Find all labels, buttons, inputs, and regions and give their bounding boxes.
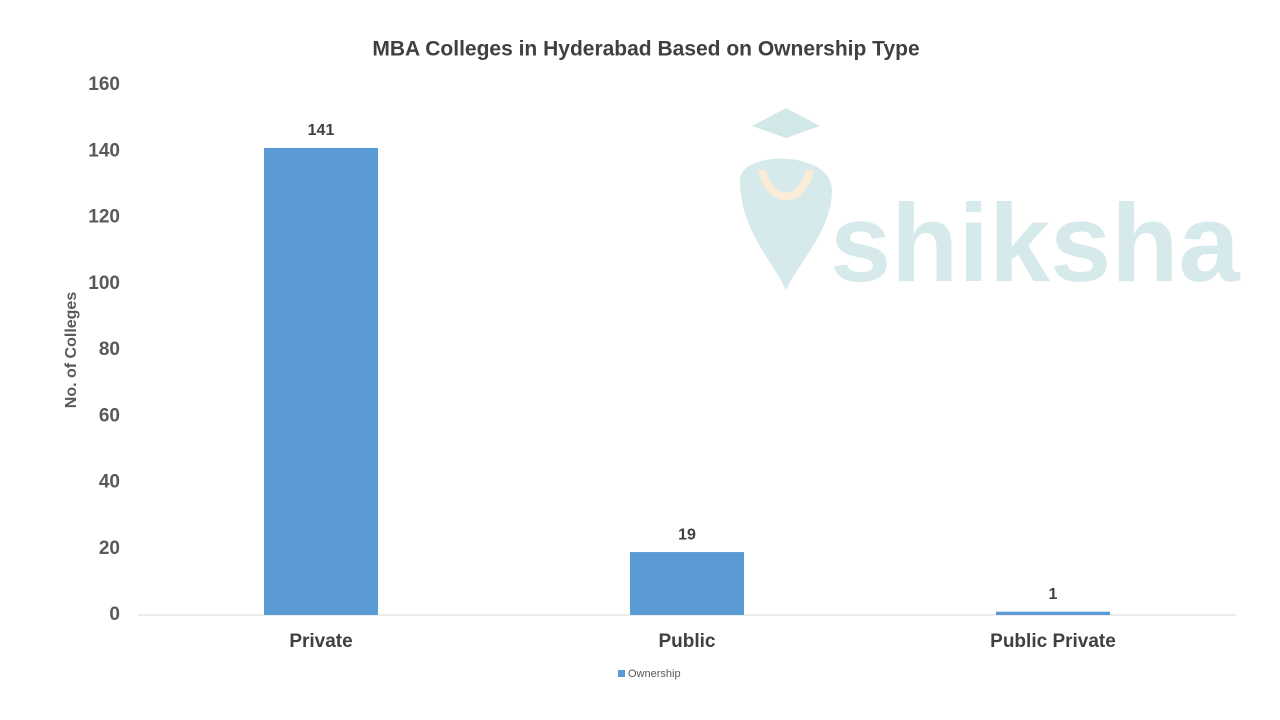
data-label: 141: [308, 122, 335, 139]
watermark-text: shiksha: [830, 182, 1240, 305]
y-tick-label: 80: [99, 339, 120, 360]
y-tick-label: 120: [88, 207, 120, 228]
y-tick-label: 20: [99, 538, 120, 559]
y-axis-label: No. of Colleges: [63, 292, 80, 409]
y-tick-label: 140: [88, 140, 120, 161]
y-tick-label: 0: [109, 604, 120, 625]
x-tick-label: Private: [289, 631, 352, 652]
x-tick-label: Public Private: [990, 631, 1116, 652]
data-label: 1: [1049, 586, 1058, 603]
chart-title: MBA Colleges in Hyderabad Based on Owner…: [372, 38, 919, 61]
y-tick-label: 100: [88, 273, 120, 294]
y-tick-label: 40: [99, 472, 120, 493]
bar: [264, 147, 378, 615]
legend-swatch: [618, 670, 625, 677]
data-label: 19: [678, 526, 696, 543]
bar: [630, 552, 744, 615]
logo-cap: [752, 108, 820, 138]
y-tick-label: 160: [88, 74, 120, 95]
x-tick-label: Public: [658, 631, 715, 652]
watermark-logo: shiksha: [740, 108, 1240, 305]
logo-face: [758, 168, 814, 201]
legend-label: Ownership: [628, 668, 681, 680]
bar: [996, 611, 1110, 615]
y-tick-label: 60: [99, 405, 120, 426]
logo-shape: [740, 158, 832, 290]
